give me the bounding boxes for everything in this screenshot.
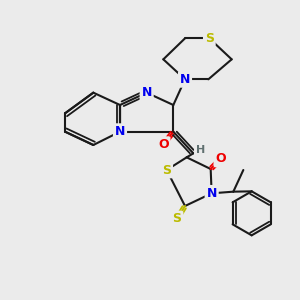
Text: N: N [206,187,217,200]
Text: S: S [172,212,182,226]
Text: N: N [142,86,152,99]
Text: O: O [215,152,226,166]
Text: S: S [205,32,214,45]
Text: H: H [196,145,205,155]
Text: O: O [158,138,169,151]
Text: N: N [115,125,125,138]
Text: N: N [180,73,190,86]
Text: S: S [162,164,171,176]
